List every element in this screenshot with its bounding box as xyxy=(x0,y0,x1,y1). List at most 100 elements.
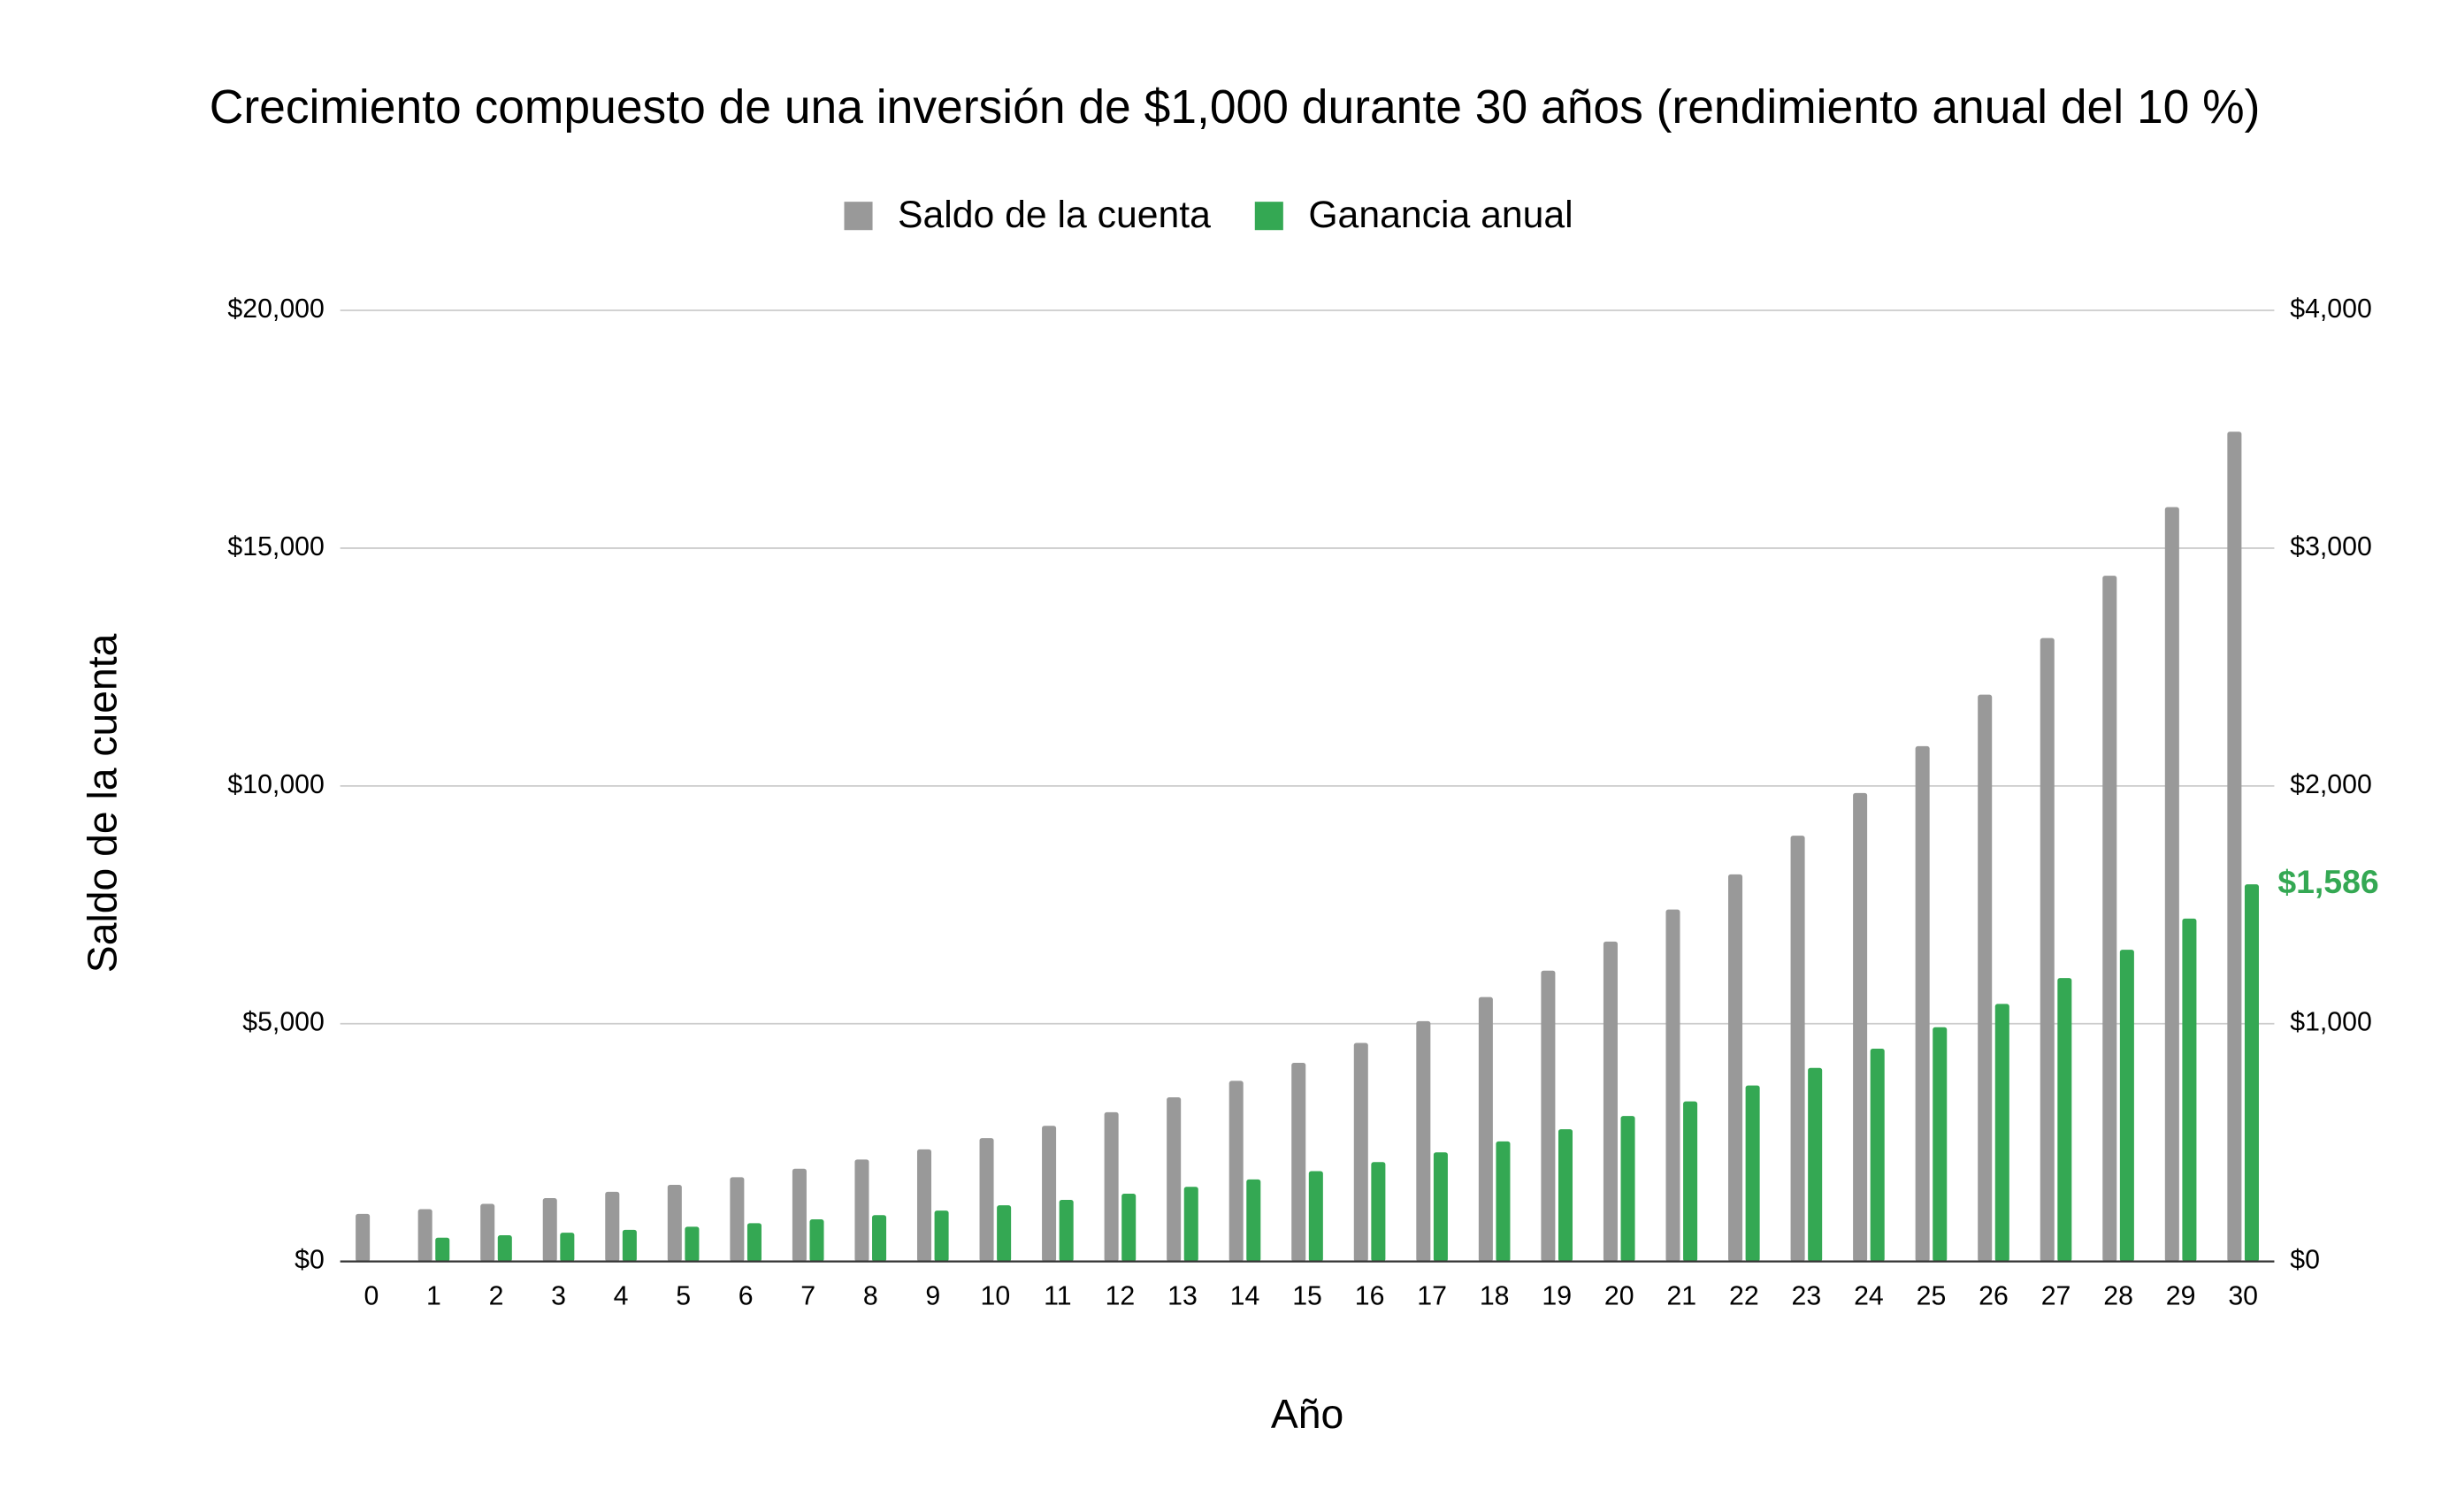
bar xyxy=(1478,997,1493,1262)
bar xyxy=(1683,1101,1698,1262)
x-tick-label: 3 xyxy=(551,1282,566,1311)
bar xyxy=(1853,792,1868,1262)
x-tick-label: 11 xyxy=(1044,1282,1071,1311)
x-tick-label: 7 xyxy=(800,1282,815,1311)
bar xyxy=(1665,909,1680,1262)
bar xyxy=(746,1223,762,1262)
bar xyxy=(854,1159,869,1262)
x-tick-label: 25 xyxy=(1917,1282,1947,1311)
bar xyxy=(792,1168,807,1262)
bar xyxy=(1603,941,1618,1262)
y-axis-title: Saldo de la cuenta xyxy=(80,633,126,973)
data-label: $1,586 xyxy=(2277,863,2378,900)
bar xyxy=(872,1215,887,1262)
x-tick-label: 20 xyxy=(1604,1282,1634,1311)
bar xyxy=(979,1138,994,1262)
x-tick-label: 6 xyxy=(739,1282,754,1311)
legend-swatch xyxy=(1254,202,1283,231)
x-tick-label: 13 xyxy=(1167,1282,1198,1311)
x-tick-label: 9 xyxy=(925,1282,940,1311)
bar xyxy=(560,1233,575,1262)
bar xyxy=(1246,1179,1261,1262)
bar xyxy=(1808,1067,1823,1262)
x-tick-label: 17 xyxy=(1417,1282,1447,1311)
bar xyxy=(1183,1187,1198,1262)
y2-tick-label: $0 xyxy=(2290,1246,2320,1275)
legend-label: Ganancia anual xyxy=(1308,194,1573,236)
bar xyxy=(1915,745,1930,1262)
x-tick-label: 26 xyxy=(1979,1282,2009,1311)
bar xyxy=(356,1213,371,1262)
y-tick-label: $20,000 xyxy=(227,294,324,324)
x-tick-label: 5 xyxy=(676,1282,691,1311)
bar xyxy=(1104,1111,1119,1262)
bar xyxy=(1933,1027,1948,1262)
bar xyxy=(605,1191,620,1262)
y-tick-label: $5,000 xyxy=(242,1008,325,1037)
bar xyxy=(2119,950,2134,1262)
legend-label: Saldo de la cuenta xyxy=(898,194,1211,236)
x-tick-label: 15 xyxy=(1292,1282,1322,1311)
x-tick-label: 24 xyxy=(1854,1282,1884,1311)
x-tick-label: 1 xyxy=(426,1282,441,1311)
x-tick-label: 16 xyxy=(1355,1282,1385,1311)
bar xyxy=(1167,1096,1182,1262)
x-tick-label: 28 xyxy=(2103,1282,2133,1311)
x-tick-label: 10 xyxy=(980,1282,1010,1311)
y-tick-label: $10,000 xyxy=(227,770,324,799)
bar xyxy=(2164,507,2179,1262)
bar xyxy=(1416,1020,1431,1262)
x-tick-label: 12 xyxy=(1106,1282,1136,1311)
bar xyxy=(2244,884,2259,1262)
bar xyxy=(497,1235,512,1262)
bar xyxy=(417,1209,432,1262)
x-tick-label: 4 xyxy=(614,1282,629,1311)
bar xyxy=(1745,1085,1760,1262)
x-tick-label: 22 xyxy=(1729,1282,1759,1311)
bar xyxy=(1541,970,1556,1262)
x-tick-label: 8 xyxy=(863,1282,878,1311)
bar xyxy=(1994,1004,2009,1262)
bar xyxy=(1978,694,1993,1262)
bar xyxy=(542,1198,557,1262)
bar xyxy=(1496,1141,1511,1262)
bar xyxy=(1121,1193,1137,1262)
y-tick-label: $15,000 xyxy=(227,532,324,561)
bar xyxy=(2040,638,2055,1262)
bar xyxy=(1870,1048,1885,1262)
bar xyxy=(1042,1126,1057,1262)
x-tick-label: 14 xyxy=(1230,1282,1260,1311)
x-tick-label: 29 xyxy=(2166,1282,2196,1311)
x-tick-label: 27 xyxy=(2041,1282,2071,1311)
y2-tick-label: $3,000 xyxy=(2290,532,2372,561)
bar xyxy=(435,1237,450,1262)
x-tick-label: 19 xyxy=(1542,1282,1572,1311)
bar xyxy=(2182,918,2197,1262)
bar xyxy=(2227,431,2242,1262)
x-tick-label: 30 xyxy=(2228,1282,2258,1311)
chart-title: Crecimiento compuesto de una inversión d… xyxy=(210,81,2261,134)
bar xyxy=(1728,874,1743,1262)
y2-tick-label: $1,000 xyxy=(2290,1008,2372,1037)
bar xyxy=(480,1203,495,1262)
bar xyxy=(809,1219,824,1262)
y2-tick-label: $2,000 xyxy=(2290,770,2372,799)
legend-swatch xyxy=(844,202,873,231)
bar xyxy=(730,1177,745,1262)
x-tick-label: 2 xyxy=(489,1282,504,1311)
x-tick-label: 18 xyxy=(1480,1282,1510,1311)
bar xyxy=(667,1184,682,1262)
x-tick-label: 0 xyxy=(364,1282,379,1311)
bar xyxy=(1228,1081,1244,1262)
x-tick-label: 21 xyxy=(1666,1282,1696,1311)
y2-tick-label: $4,000 xyxy=(2290,294,2372,324)
x-tick-label: 23 xyxy=(1792,1282,1822,1311)
bar xyxy=(934,1210,949,1262)
bar xyxy=(1291,1062,1306,1262)
x-axis-title: Año xyxy=(1271,1391,1343,1437)
bar xyxy=(1790,836,1805,1262)
bar xyxy=(1433,1152,1448,1262)
bar xyxy=(1308,1171,1323,1262)
